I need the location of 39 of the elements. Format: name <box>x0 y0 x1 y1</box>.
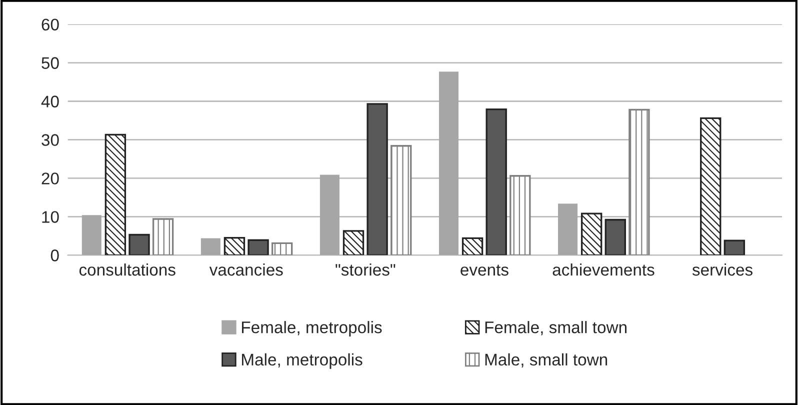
bar <box>128 234 150 256</box>
bar <box>580 212 602 256</box>
legend-label: Female, small town <box>485 321 626 336</box>
y-tick-label: 0 <box>50 250 59 262</box>
y-tick-label: 60 <box>42 18 59 31</box>
bar <box>82 215 102 256</box>
bar <box>462 237 484 256</box>
bar <box>152 218 174 256</box>
bar <box>604 218 626 256</box>
bar <box>510 175 531 256</box>
x-tick-label: "stories" <box>336 263 396 276</box>
bar <box>224 237 246 256</box>
x-tick-label: consultations <box>79 263 176 276</box>
bar <box>628 108 650 256</box>
x-tick-label: services <box>692 263 752 276</box>
bar <box>558 204 578 256</box>
y-tick-label: 10 <box>42 211 59 223</box>
bar <box>342 230 364 256</box>
x-tick-label: vacancies <box>209 263 283 276</box>
legend-label: Male, small town <box>485 353 608 368</box>
bar <box>724 240 746 256</box>
bar <box>320 174 340 256</box>
bar <box>486 108 507 256</box>
bar <box>390 145 412 256</box>
legend-label: Female, metropolis <box>242 321 382 337</box>
bar <box>271 242 293 256</box>
bar <box>248 239 269 256</box>
bar <box>700 117 722 256</box>
bar <box>366 103 388 256</box>
y-tick-label: 30 <box>42 134 59 146</box>
y-tick-label: 40 <box>41 96 59 108</box>
x-tick-label: achievements <box>552 263 654 276</box>
x-tick-label: events <box>460 264 508 276</box>
bar <box>200 238 220 256</box>
legend-label: Male, metropolis <box>242 353 362 369</box>
bar <box>438 72 459 256</box>
y-tick-label: 50 <box>42 57 59 69</box>
bar <box>104 134 126 256</box>
y-tick-label: 20 <box>42 172 59 184</box>
